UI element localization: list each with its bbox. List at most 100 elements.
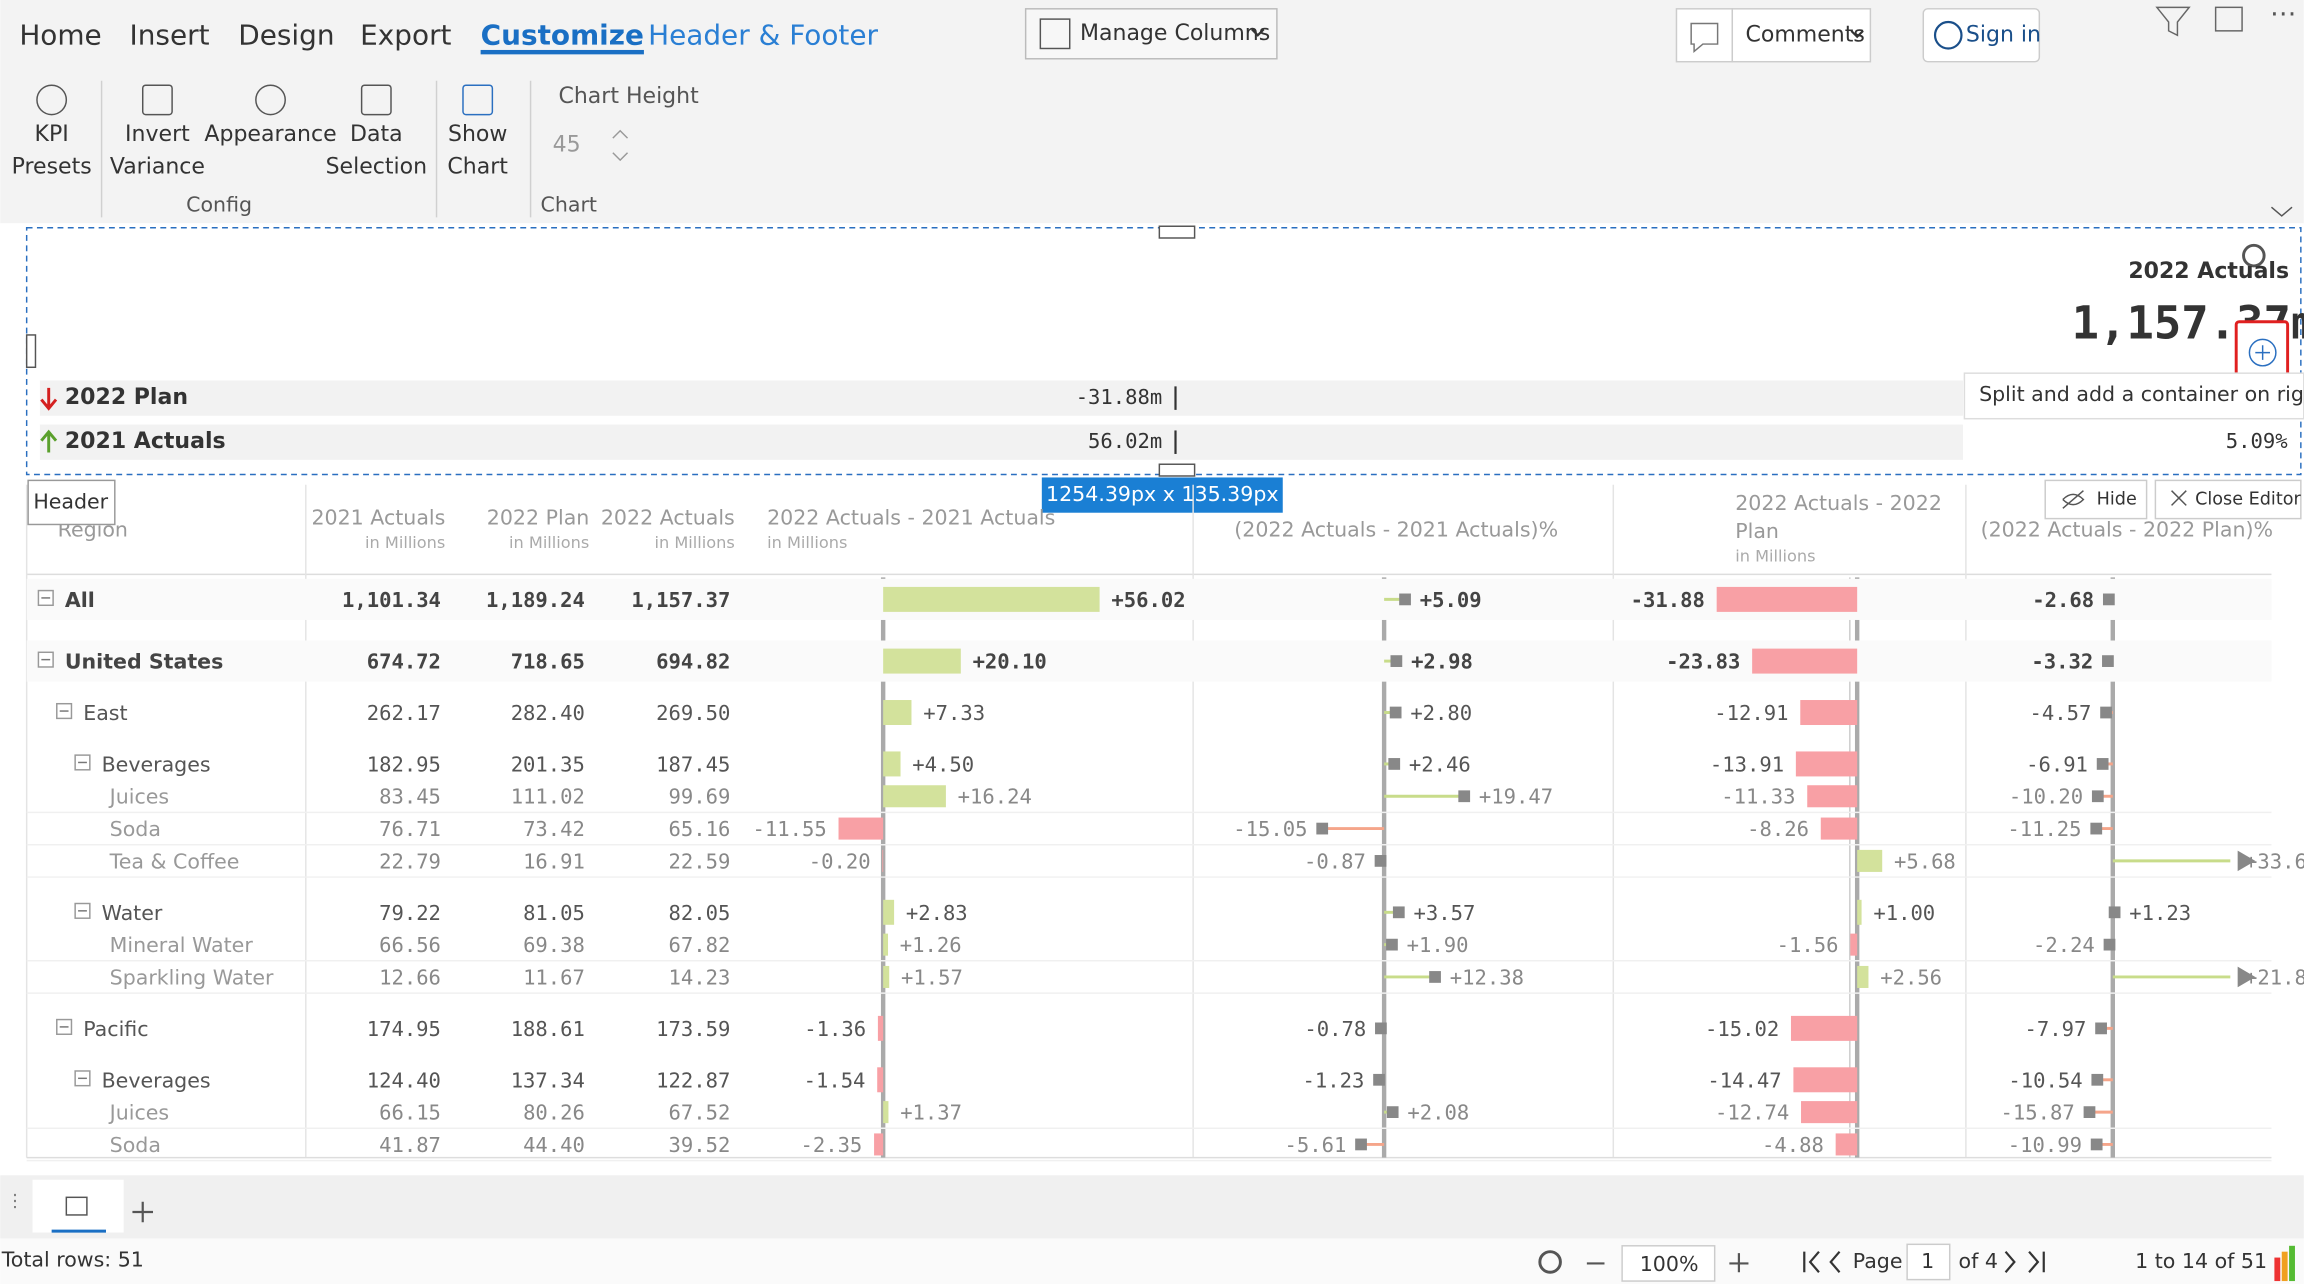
ribbon-tab[interactable]: Design (238, 19, 334, 52)
settings-icon[interactable] (1538, 1250, 1562, 1274)
add-sheet[interactable] (132, 1201, 154, 1223)
manage-columns-label[interactable]: Manage Columns (1080, 21, 1270, 46)
variance-bar (874, 1133, 884, 1156)
comments-label[interactable]: Comments (1746, 22, 1865, 47)
variance-label: -0.87 (1304, 849, 1366, 873)
variance-label: -0.20 (809, 849, 871, 873)
cell-value: 39.52 (669, 1133, 731, 1157)
kpi-row-value: -31.88m (1076, 385, 1163, 409)
chart-height-input[interactable]: 45 (553, 132, 581, 157)
sign-in-label[interactable]: Sign in (1966, 22, 2041, 47)
variance-label: -2.24 (2033, 933, 2095, 957)
button-icon[interactable] (360, 84, 392, 116)
ribbon-tab[interactable]: Home (19, 19, 101, 52)
pin-marker (2091, 790, 2104, 803)
row-label: East (83, 701, 127, 725)
expand-icon[interactable] (2214, 6, 2243, 32)
cell-value: 41.87 (379, 1133, 441, 1157)
cell-value: 269.50 (656, 701, 730, 725)
ribbon-tab[interactable]: Export (360, 19, 451, 52)
pin-marker (1389, 706, 1402, 719)
cell-value: 182.95 (367, 752, 441, 776)
zoom-in[interactable] (1729, 1253, 1749, 1273)
pin-marker (2100, 706, 2112, 719)
variance-label: +7.33 (923, 701, 985, 725)
tooltip (1963, 372, 2304, 420)
column-title: (2022 Actuals - 2022 Plan)% (1981, 517, 2273, 541)
trend-arrow (40, 429, 58, 453)
header-tag (27, 479, 116, 526)
button-label[interactable]: Variance (110, 154, 205, 179)
cell-value: 67.82 (669, 933, 731, 957)
button-icon[interactable] (255, 84, 286, 116)
variance-bar (1795, 751, 1858, 777)
page-box[interactable] (1906, 1243, 1951, 1281)
first-prev[interactable] (1803, 1250, 1841, 1273)
column-title: 2022 Plan (487, 506, 590, 530)
variance-bar (1835, 1133, 1858, 1156)
column-title: 2022 Actuals - 2022 (1735, 491, 1942, 515)
comments-button[interactable] (1731, 8, 1872, 63)
variance-bar (1800, 700, 1858, 726)
variance-label: -10.99 (2008, 1133, 2082, 1157)
variance-label: +2.56 (1880, 965, 1942, 989)
pin-marker (2090, 1138, 2103, 1151)
row-label: Juices (108, 1101, 169, 1125)
button-icon[interactable] (141, 84, 173, 116)
button-label[interactable]: Appearance (204, 122, 336, 147)
cell-value: 65.16 (669, 817, 731, 841)
button-label[interactable]: Presets (12, 154, 92, 179)
ribbon-tab[interactable]: Customize (481, 19, 644, 52)
ribbon-tab[interactable]: Header & Footer (648, 19, 878, 52)
pin-marker (1429, 971, 1441, 983)
row-band (26, 578, 2272, 620)
button-label[interactable]: Invert (125, 122, 190, 147)
pin-marker (1355, 1138, 1367, 1151)
variance-label: +5.68 (1894, 849, 1956, 873)
row-label: Soda (110, 817, 161, 841)
button-label[interactable]: Selection (326, 154, 427, 179)
button-icon[interactable] (462, 84, 494, 116)
filter-icon[interactable] (2155, 6, 2191, 37)
collapse-ribbon[interactable] (2270, 206, 2293, 217)
sheet-tab[interactable] (32, 1179, 124, 1233)
next-last[interactable] (2004, 1250, 2045, 1273)
kpi-row-label: 2022 Plan (65, 385, 188, 410)
cell-value: 81.05 (523, 901, 585, 925)
variance-bar (883, 648, 961, 674)
button-label[interactable]: Chart (447, 154, 508, 179)
ribbon-tab[interactable]: Insert (130, 19, 210, 52)
button-label[interactable]: Show (448, 122, 507, 147)
variance-bar (883, 751, 901, 777)
cell-value: 124.40 (367, 1068, 441, 1092)
variance-label: -31.88 (1631, 588, 1705, 612)
spin-arrows[interactable] (612, 129, 629, 162)
row-label: United States (65, 650, 223, 674)
button-label[interactable]: KPI (35, 122, 69, 147)
variance-label: +1.90 (1407, 933, 1469, 957)
hide-label[interactable]: Hide (2097, 489, 2137, 509)
close-label[interactable]: Close Editor (2195, 489, 2301, 509)
pin-marker (1388, 758, 1401, 770)
zoom-box[interactable] (1621, 1245, 1716, 1282)
variance-label: -6.91 (2026, 752, 2088, 776)
gear-icon[interactable] (2242, 243, 2266, 268)
variance-label: -11.55 (753, 817, 827, 841)
cell-value: 82.05 (669, 901, 731, 925)
variance-label: -12.74 (1715, 1101, 1789, 1125)
button-icon[interactable] (36, 84, 68, 116)
row-label: Mineral Water (110, 933, 254, 957)
hide-button[interactable] (2044, 479, 2148, 520)
chevron (1850, 30, 1864, 39)
comment-icon-button[interactable] (1675, 8, 1734, 63)
variance-bar (1857, 965, 1869, 988)
variance-label: -23.83 (1666, 650, 1740, 674)
variance-label: +2.08 (1407, 1101, 1469, 1125)
variance-label: -1.54 (804, 1068, 866, 1092)
manage-columns-button[interactable] (1024, 8, 1278, 60)
group-label: Config (186, 193, 252, 217)
tooltip-text: Split and add a container on right (1979, 382, 2304, 406)
more-icon[interactable]: ⋯ (2270, 0, 2296, 29)
button-label[interactable]: Data (350, 122, 403, 147)
pin-marker (1392, 906, 1405, 919)
